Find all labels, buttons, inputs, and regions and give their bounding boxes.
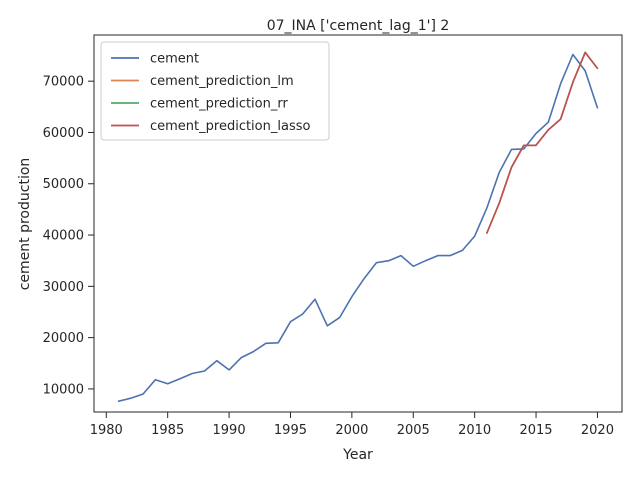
x-tick-label: 2020 [581,423,614,438]
x-axis: 1980 1985 1990 1995 2000 2005 2010 2015 2020 [90,412,614,438]
legend-label: cement_prediction_rr [150,97,288,112]
x-tick-label: 2010 [458,423,491,438]
y-tick-label: 60000 [43,126,84,141]
x-tick-label: 1980 [90,423,123,438]
x-tick-label: 2015 [519,423,552,438]
y-tick-label: 20000 [43,331,84,346]
legend-box [100,41,330,141]
legend-label: cement_prediction_lm [150,74,294,89]
y-tick-label: 50000 [43,177,84,192]
series-line-cement-prediction-lasso [486,51,599,234]
y-axis: 10000 20000 30000 40000 50000 60000 70000 [43,75,94,397]
x-axis-label: Year [342,447,373,463]
y-tick-label: 40000 [43,229,84,244]
y-tick-label: 10000 [43,382,84,397]
x-tick-label: 1995 [274,423,307,438]
y-tick-label: 70000 [43,75,84,90]
y-tick-label: 30000 [43,280,84,295]
series-line-cement [117,53,599,403]
x-tick-label: 1985 [151,423,184,438]
series-lines [117,51,599,403]
y-axis-label: cement production [17,158,33,291]
chart-title: 07_INA ['cement_lag_1'] 2 [267,18,450,34]
legend-label: cement [150,52,199,67]
x-tick-label: 1990 [213,423,246,438]
x-tick-label: 2000 [335,423,368,438]
legend-label: cement_prediction_lasso [150,119,310,134]
plot-area-frame [93,34,623,413]
series-line-cement-prediction-rr [486,51,599,234]
legend: cement cement_prediction_lm cement_predict… [100,41,330,141]
x-tick-label: 2005 [397,423,430,438]
series-line-cement-prediction-lm [486,51,599,234]
